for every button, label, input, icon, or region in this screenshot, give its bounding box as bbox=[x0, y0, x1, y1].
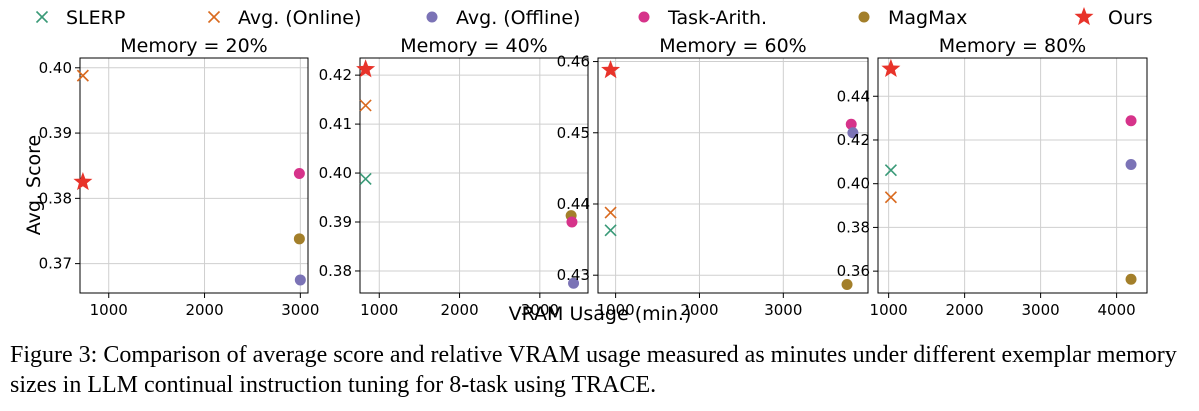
x-tick-label: 3000 bbox=[281, 301, 319, 319]
point-avg-online bbox=[359, 99, 372, 112]
x-tick-label: 2000 bbox=[680, 301, 718, 319]
x-tick-label: 2000 bbox=[185, 301, 223, 319]
y-tick-label: 0.39 bbox=[319, 213, 352, 231]
x-tick-label: 2000 bbox=[946, 301, 984, 319]
legend-item-avg-online: Avg. (Online) bbox=[207, 7, 361, 29]
y-tick-label: 0.38 bbox=[319, 262, 352, 280]
y-tick-label: 0.40 bbox=[837, 175, 870, 193]
point-task-arith bbox=[293, 168, 305, 180]
x-tick-label: 3000 bbox=[1022, 301, 1060, 319]
point-slerp bbox=[884, 164, 897, 177]
scatter-panel-4: 1000 2000 3000 4000 0.36 0.38 0.40 0.42 0.44 Memo… bbox=[837, 35, 1148, 319]
point-avg-offline bbox=[1125, 158, 1137, 170]
scatter-panel-1: 1000 2000 3000 0.37 0.38 0.39 0.40 Memory = 20% bbox=[39, 35, 320, 319]
legend-marker-avg-online bbox=[207, 10, 221, 24]
legend-item-ours: Ours bbox=[1074, 7, 1153, 29]
scatter-panel-2: 1000 2000 3000 0.38 0.39 0.40 0.41 0.42 Memory =… bbox=[319, 35, 589, 319]
y-tick-label: 0.42 bbox=[837, 131, 870, 149]
panel-title: Memory = 60% bbox=[659, 35, 807, 57]
panel-title: Memory = 80% bbox=[939, 35, 1087, 57]
scatter-panel-3: 1000 2000 3000 0.43 0.44 0.45 0.46 Memory = 60% bbox=[557, 35, 869, 319]
point-slerp bbox=[359, 172, 372, 185]
legend-item-magmax: MagMax bbox=[858, 7, 967, 29]
legend-label: MagMax bbox=[888, 7, 967, 29]
y-tick-label: 0.38 bbox=[39, 189, 72, 207]
plot-frame bbox=[359, 57, 589, 294]
point-task-arith bbox=[845, 118, 857, 130]
figure: SLERP Avg. (Online) Avg. (Offline) Task-Ari… bbox=[23, 7, 1153, 325]
point-ours bbox=[356, 59, 376, 78]
legend-label: Avg. (Online) bbox=[238, 7, 361, 29]
point-avg-online bbox=[604, 206, 617, 219]
y-tick-label: 0.36 bbox=[837, 262, 870, 280]
x-tick-label: 4000 bbox=[1098, 301, 1136, 319]
x-tick-label: 1000 bbox=[870, 301, 908, 319]
legend: SLERP Avg. (Online) Avg. (Offline) Task-Ari… bbox=[35, 7, 1153, 29]
legend-marker-slerp bbox=[35, 10, 49, 24]
panel-title: Memory = 20% bbox=[120, 35, 268, 57]
scatter-panels: 1000 2000 3000 0.37 0.38 0.39 0.40 Memory = 20%… bbox=[39, 35, 1148, 319]
y-axis-label: Avg. Score bbox=[23, 135, 45, 235]
point-magmax bbox=[1125, 273, 1137, 285]
point-avg-offline bbox=[568, 277, 580, 289]
point-ours bbox=[881, 58, 901, 77]
legend-item-slerp: SLERP bbox=[35, 7, 125, 29]
point-avg-offline bbox=[847, 127, 859, 139]
legend-marker-avg-offline bbox=[426, 11, 438, 23]
legend-label: SLERP bbox=[66, 7, 125, 29]
y-tick-label: 0.45 bbox=[557, 124, 590, 142]
point-ours bbox=[73, 172, 93, 191]
point-task-arith bbox=[566, 216, 578, 228]
point-magmax bbox=[293, 233, 305, 245]
plot-frame bbox=[597, 57, 869, 294]
point-avg-offline bbox=[294, 274, 306, 286]
legend-item-task-arith: Task-Arith. bbox=[638, 7, 767, 29]
x-tick-label: 1000 bbox=[90, 301, 128, 319]
y-tick-label: 0.40 bbox=[319, 164, 352, 182]
legend-label: Avg. (Offline) bbox=[456, 7, 580, 29]
y-tick-label: 0.43 bbox=[557, 266, 590, 284]
y-tick-label: 0.37 bbox=[39, 255, 72, 273]
legend-marker-task-arith bbox=[638, 11, 650, 23]
legend-label: Task-Arith. bbox=[667, 7, 767, 29]
point-avg-online bbox=[884, 191, 897, 204]
x-tick-label: 2000 bbox=[440, 301, 478, 319]
point-task-arith bbox=[1125, 115, 1137, 127]
point-magmax bbox=[841, 278, 853, 290]
point-avg-online bbox=[76, 69, 89, 82]
x-axis-label: VRAM Usage (min.) bbox=[509, 303, 692, 325]
legend-item-avg-offline: Avg. (Offline) bbox=[426, 7, 580, 29]
plot-frame bbox=[877, 57, 1148, 294]
point-slerp bbox=[604, 224, 617, 237]
y-tick-label: 0.44 bbox=[557, 195, 590, 213]
legend-marker-magmax bbox=[858, 11, 870, 23]
y-tick-label: 0.40 bbox=[39, 59, 72, 77]
legend-marker-ours bbox=[1074, 7, 1094, 26]
x-tick-label: 1000 bbox=[597, 301, 635, 319]
y-tick-label: 0.39 bbox=[39, 124, 72, 142]
y-tick-label: 0.41 bbox=[319, 115, 352, 133]
figure-caption: Figure 3: Comparison of average score an… bbox=[10, 342, 1177, 398]
y-tick-label: 0.46 bbox=[557, 53, 590, 71]
plot-frame bbox=[79, 57, 309, 294]
point-ours bbox=[601, 60, 621, 79]
x-tick-label: 3000 bbox=[521, 301, 559, 319]
y-tick-label: 0.44 bbox=[837, 87, 870, 105]
x-tick-label: 1000 bbox=[360, 301, 398, 319]
x-tick-label: 3000 bbox=[764, 301, 802, 319]
legend-label: Ours bbox=[1108, 7, 1153, 29]
y-tick-label: 0.42 bbox=[319, 66, 352, 84]
panel-title: Memory = 40% bbox=[400, 35, 548, 57]
y-tick-label: 0.38 bbox=[837, 218, 870, 236]
